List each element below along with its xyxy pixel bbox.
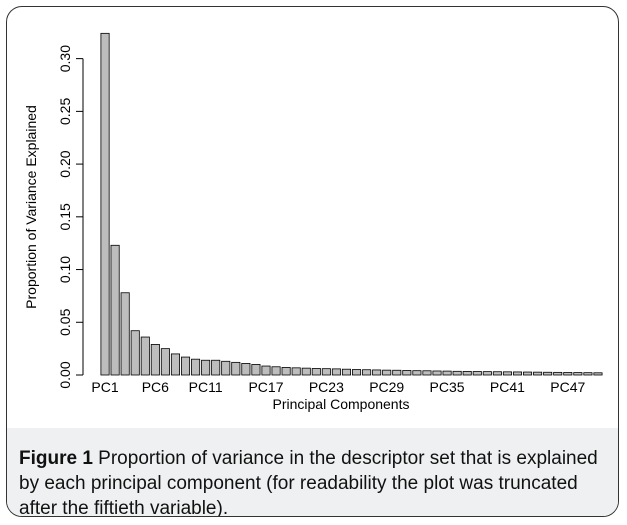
bars-group <box>100 32 603 376</box>
x-tick-label: PC1 <box>91 379 118 395</box>
bar-pc27 <box>362 369 372 376</box>
y-tick-label: 0.10 <box>57 256 73 283</box>
bar-pc31 <box>402 370 412 376</box>
bar-pc6 <box>150 344 160 376</box>
bar-pc44 <box>533 371 543 376</box>
bar-pc10 <box>191 358 201 376</box>
caption-band <box>7 428 618 516</box>
bar-pc45 <box>543 371 553 376</box>
bar-pc5 <box>140 336 150 376</box>
bar-pc43 <box>523 371 533 376</box>
x-ticks-group: PC1 PC6 PC11 PC17 PC23 PC29 PC35 PC41 PC47 <box>91 379 585 395</box>
bar-pc21 <box>301 367 311 376</box>
bar-pc25 <box>341 368 352 376</box>
bar-pc33 <box>422 370 432 376</box>
bar-pc50 <box>593 372 603 376</box>
bar-pc32 <box>412 370 422 376</box>
bar-pc4 <box>130 330 140 376</box>
bar-pc16 <box>251 364 261 376</box>
bar-pc49 <box>583 372 593 376</box>
bar-pc34 <box>432 370 442 376</box>
bar-pc22 <box>311 368 321 376</box>
bar-pc30 <box>392 369 402 376</box>
bar-pc29 <box>382 369 392 376</box>
figure-caption-text: Proportion of variance in the descriptor… <box>19 448 598 517</box>
bar-pc13 <box>221 360 231 376</box>
bar-pc38 <box>472 371 482 376</box>
x-tick-label: PC11 <box>189 379 223 395</box>
figure-frame: 0.00 0.05 0.10 0.15 0.20 0.25 0.30 PC1 PC6 PC11 P… <box>6 6 619 517</box>
bar-pc48 <box>573 372 583 376</box>
bar-pc8 <box>170 353 180 376</box>
bar-pc23 <box>321 368 331 376</box>
bar-pc19 <box>281 367 291 376</box>
figure-caption: Figure 1 Proportion of variance in the d… <box>19 446 611 517</box>
bar-pc20 <box>291 367 301 376</box>
x-tick-label: PC35 <box>430 379 465 395</box>
x-tick-label: PC47 <box>550 379 585 395</box>
bar-pc36 <box>452 370 462 376</box>
bar-pc18 <box>271 366 281 376</box>
x-axis-title: Principal Components <box>273 396 410 412</box>
bar-pc3 <box>120 292 130 376</box>
bar-pc35 <box>442 370 452 376</box>
bar-pc24 <box>331 368 341 376</box>
bar-pc40 <box>492 371 502 376</box>
y-ticks-group: 0.00 0.05 0.10 0.15 0.20 0.25 0.30 <box>57 45 83 389</box>
bar-pc46 <box>553 371 563 376</box>
bar-pc11 <box>201 359 211 376</box>
y-tick-label: 0.05 <box>57 308 73 335</box>
x-tick-label: PC6 <box>142 379 169 395</box>
x-tick-label: PC17 <box>248 379 283 395</box>
bar-chart: 0.000.050.100.150.200.250.30 PC1 PC6 PC11 P… <box>23 32 603 412</box>
x-tick-label: PC29 <box>369 379 404 395</box>
bar-pc17 <box>261 365 271 376</box>
bar-pc15 <box>241 362 251 376</box>
bar-pc39 <box>482 371 492 376</box>
y-tick-label: 0.00 <box>57 361 73 388</box>
y-tick-label: 0.30 <box>57 45 73 72</box>
bar-pc26 <box>352 369 362 376</box>
bar-pc14 <box>231 361 241 376</box>
bar-pc7 <box>160 348 170 376</box>
bar-pc41 <box>502 371 512 376</box>
y-axis-title: Proportion of Variance Explained <box>23 105 39 309</box>
bar-pc42 <box>512 371 523 376</box>
y-tick-label: 0.25 <box>57 98 73 125</box>
figure-label: Figure 1 <box>19 448 93 469</box>
bar-pc9 <box>180 356 191 376</box>
y-tick-label: 0.15 <box>57 203 73 230</box>
y-tick-label: 0.20 <box>57 150 73 177</box>
bar-pc2 <box>110 244 120 376</box>
bar-pc28 <box>372 369 382 376</box>
bar-pc37 <box>462 371 472 376</box>
bar-pc12 <box>211 359 221 376</box>
bar-pc1 <box>100 32 110 376</box>
bar-pc47 <box>563 372 573 376</box>
x-tick-label: PC23 <box>309 379 344 395</box>
x-tick-label: PC41 <box>490 379 525 395</box>
